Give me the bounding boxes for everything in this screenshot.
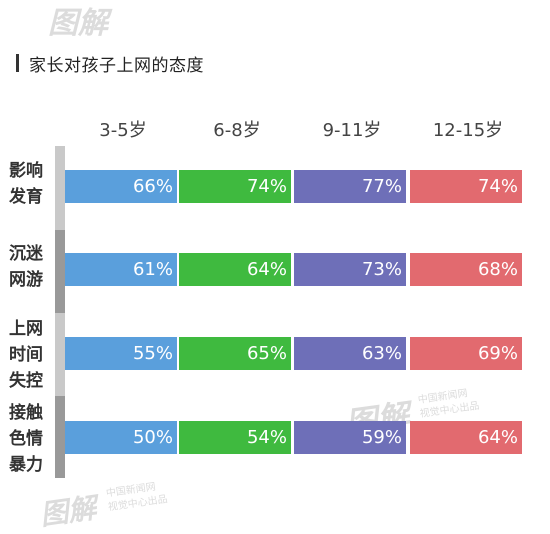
row-label: 沉迷 bbox=[9, 244, 43, 264]
row-side-strip bbox=[55, 396, 65, 478]
value-cell: 74% bbox=[179, 170, 291, 203]
watermark-footer: 图解 中国新闻网 视觉中心出品 bbox=[38, 481, 169, 532]
row-label: 发育 bbox=[9, 187, 43, 207]
row-label: 暴力 bbox=[9, 455, 43, 475]
value-cell: 66% bbox=[65, 170, 177, 203]
value-cell: 73% bbox=[294, 253, 406, 286]
value-cell: 69% bbox=[410, 337, 522, 370]
column-header: 3-5岁 bbox=[99, 120, 147, 141]
row-label: 网游 bbox=[9, 270, 43, 290]
column-header: 12-15岁 bbox=[432, 120, 504, 141]
row-label: 失控 bbox=[9, 371, 43, 391]
value-cell: 77% bbox=[294, 170, 406, 203]
row-label: 色情 bbox=[9, 429, 43, 449]
value-cell: 64% bbox=[410, 421, 522, 454]
value-cell: 55% bbox=[65, 337, 177, 370]
column-header: 9-11岁 bbox=[322, 120, 382, 141]
row-label: 时间 bbox=[9, 345, 43, 365]
value-cell: 65% bbox=[179, 337, 291, 370]
value-cell: 63% bbox=[294, 337, 406, 370]
row-side-strip bbox=[55, 313, 65, 396]
value-cell: 64% bbox=[179, 253, 291, 286]
title-accent-bar bbox=[16, 54, 19, 72]
value-cell: 54% bbox=[179, 421, 291, 454]
row-side-strip bbox=[55, 230, 65, 313]
value-cell: 74% bbox=[410, 170, 522, 203]
chart-title: 家长对孩子上网的态度 bbox=[16, 50, 204, 76]
watermark-top: 图解 bbox=[48, 6, 108, 41]
chart-title-text: 家长对孩子上网的态度 bbox=[29, 55, 204, 76]
row-label: 接触 bbox=[9, 403, 43, 423]
value-cell: 68% bbox=[410, 253, 522, 286]
row-label: 影响 bbox=[9, 161, 43, 181]
value-cell: 61% bbox=[65, 253, 177, 286]
value-cell: 50% bbox=[65, 421, 177, 454]
row-label: 上网 bbox=[9, 319, 43, 339]
row-side-strip bbox=[55, 146, 65, 230]
column-header: 6-8岁 bbox=[213, 120, 261, 141]
value-cell: 59% bbox=[294, 421, 406, 454]
